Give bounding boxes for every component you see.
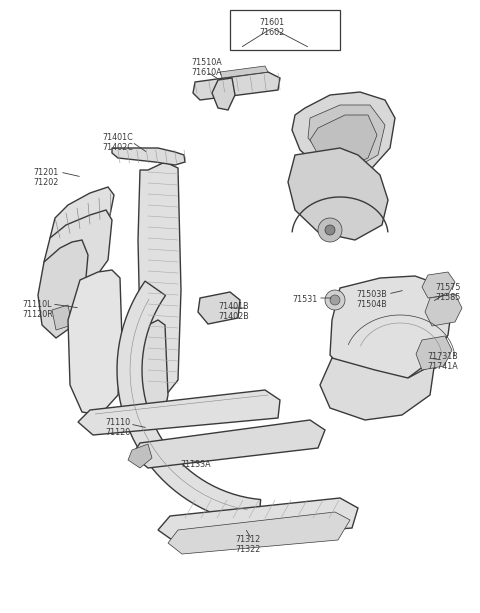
- Polygon shape: [310, 115, 377, 168]
- Text: 71401C
71402C: 71401C 71402C: [103, 133, 133, 153]
- Circle shape: [325, 290, 345, 310]
- Polygon shape: [168, 512, 350, 554]
- Polygon shape: [308, 105, 385, 168]
- Text: 71503B
71504B: 71503B 71504B: [357, 290, 387, 310]
- Polygon shape: [38, 240, 88, 338]
- Polygon shape: [52, 305, 72, 330]
- Text: 71510A
71610A: 71510A 71610A: [192, 58, 222, 77]
- Polygon shape: [220, 66, 268, 78]
- Text: 71312
71322: 71312 71322: [235, 535, 261, 554]
- Polygon shape: [128, 444, 152, 468]
- Text: 71531: 71531: [292, 295, 318, 304]
- Polygon shape: [425, 294, 462, 326]
- Text: 71731B
71741A: 71731B 71741A: [428, 352, 458, 371]
- Polygon shape: [330, 276, 452, 382]
- Polygon shape: [422, 272, 455, 298]
- Polygon shape: [288, 148, 388, 240]
- Polygon shape: [132, 420, 325, 468]
- Circle shape: [325, 225, 335, 235]
- Bar: [230, 10, 340, 50]
- Polygon shape: [78, 390, 280, 435]
- Text: 71575
71585: 71575 71585: [435, 283, 461, 302]
- Circle shape: [330, 295, 340, 305]
- Text: 71110
71120: 71110 71120: [106, 418, 131, 438]
- Polygon shape: [68, 270, 122, 415]
- Polygon shape: [320, 340, 438, 420]
- Polygon shape: [198, 292, 240, 324]
- Polygon shape: [158, 498, 358, 542]
- Polygon shape: [138, 162, 181, 400]
- Text: 71601
71602: 71601 71602: [259, 18, 285, 37]
- Polygon shape: [416, 336, 452, 370]
- Polygon shape: [212, 78, 235, 110]
- Polygon shape: [130, 320, 168, 432]
- Polygon shape: [50, 187, 114, 265]
- Text: 71110L
71120R: 71110L 71120R: [22, 300, 53, 319]
- Polygon shape: [117, 281, 261, 524]
- Text: 71201
71202: 71201 71202: [33, 168, 59, 188]
- Text: 71133A: 71133A: [180, 460, 211, 469]
- Text: 71401B
71402B: 71401B 71402B: [218, 302, 250, 321]
- Polygon shape: [292, 92, 395, 175]
- Polygon shape: [193, 72, 280, 100]
- Circle shape: [318, 218, 342, 242]
- Polygon shape: [112, 148, 185, 165]
- Polygon shape: [44, 210, 112, 300]
